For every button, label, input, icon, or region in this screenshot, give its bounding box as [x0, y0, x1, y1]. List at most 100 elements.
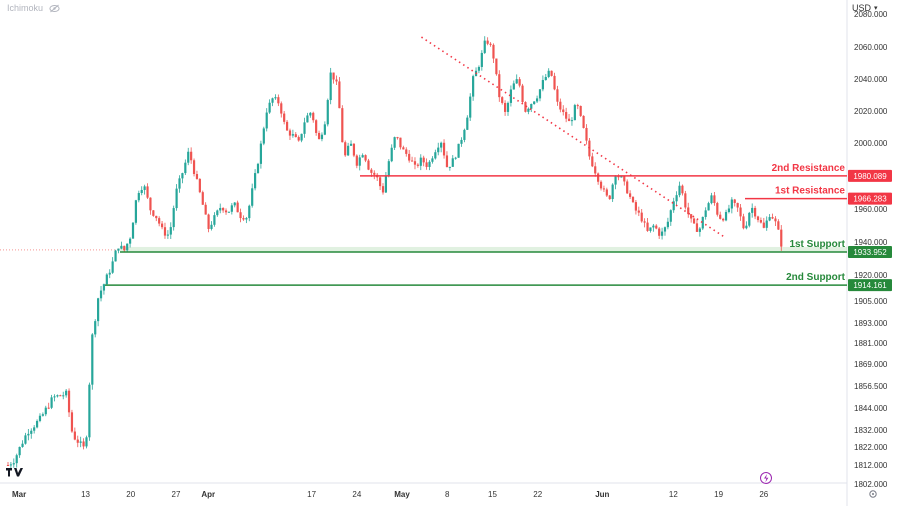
x-tick-label: 20	[126, 490, 135, 499]
candle-body	[451, 158, 454, 167]
candle-body	[579, 105, 582, 116]
candle-body	[251, 188, 254, 206]
candle-body	[230, 205, 233, 212]
level-name-label: 1st Support	[789, 239, 845, 250]
candle-body	[178, 178, 181, 189]
candle-body	[553, 75, 556, 90]
candle-body	[748, 212, 751, 226]
candle-body	[515, 79, 518, 84]
candle-body	[777, 221, 780, 230]
candle-body	[341, 108, 344, 143]
candle-body	[82, 441, 85, 447]
candle-body	[660, 231, 664, 236]
y-tick-label: 1822.000	[854, 443, 888, 452]
y-tick-label: 2060.000	[854, 43, 888, 52]
candle-body	[338, 81, 341, 109]
y-tick-label: 1881.000	[854, 339, 888, 348]
candle-body	[67, 390, 71, 413]
candle-body	[227, 211, 231, 213]
y-tick-label: 1844.000	[854, 404, 888, 413]
candle-body	[402, 147, 405, 150]
candle-body	[213, 215, 216, 225]
candle-body	[123, 245, 126, 251]
level-price-tag	[848, 169, 892, 182]
x-tick-label: 15	[488, 490, 497, 499]
candle-body	[565, 112, 568, 119]
candle-body	[24, 435, 27, 444]
level-name-label: 2nd Support	[786, 272, 846, 283]
candle-body	[495, 58, 498, 75]
candle-body	[283, 113, 286, 122]
candle-body	[195, 174, 199, 179]
candle-body	[692, 218, 696, 224]
candle-body	[594, 166, 597, 174]
candle-body	[480, 52, 483, 67]
y-tick-label: 1893.000	[854, 319, 888, 328]
candle-body	[454, 157, 457, 159]
candle-body	[102, 284, 106, 291]
candle-body	[541, 80, 544, 90]
y-tick-label: 1812.000	[854, 461, 888, 470]
candle-body	[408, 153, 411, 161]
candle-body	[155, 215, 158, 219]
y-tick-label: 2000.000	[854, 139, 888, 148]
candle-body	[762, 222, 765, 228]
candle-body	[486, 40, 489, 44]
candle-body	[503, 102, 507, 112]
candle-body	[756, 216, 760, 221]
candle-body	[53, 396, 56, 398]
candle-body	[262, 128, 265, 144]
candle-body	[158, 218, 161, 224]
candle-body	[291, 134, 294, 136]
support-zone	[120, 246, 847, 252]
gear-icon	[869, 490, 877, 498]
level-price-label: 1933.952	[853, 248, 887, 257]
candle-body	[149, 197, 152, 211]
candle-body	[73, 431, 76, 440]
level-price-tag	[848, 279, 892, 292]
candle-body	[15, 455, 18, 464]
candle-body	[509, 89, 513, 103]
indicator-label[interactable]: Ichimoku	[7, 3, 60, 13]
candle-body	[431, 158, 434, 162]
candle-body	[239, 212, 242, 219]
candle-body	[739, 207, 742, 217]
y-tick-label: 1940.000	[854, 238, 888, 247]
candle-body	[751, 207, 754, 213]
candle-body	[320, 134, 324, 140]
x-tick-label: 17	[307, 490, 316, 499]
candle-body	[207, 214, 210, 229]
candle-body	[143, 186, 146, 190]
candle-body	[277, 97, 280, 104]
candle-body	[355, 155, 358, 166]
candle-body	[713, 195, 716, 204]
candle-body	[768, 217, 771, 221]
candle-body	[105, 274, 108, 285]
candle-body	[381, 186, 385, 193]
level-price-tag	[848, 245, 892, 258]
candle-body	[695, 223, 699, 232]
candle-body	[33, 427, 36, 431]
y-tick-label: 1960.000	[854, 205, 888, 214]
candle-body	[335, 79, 338, 82]
currency-selector[interactable]: USD ▾	[852, 3, 878, 13]
candle-body	[245, 218, 248, 220]
candle-body	[416, 164, 419, 166]
candle-body	[463, 129, 466, 140]
eye-off-icon[interactable]	[49, 4, 60, 13]
candle-body	[12, 463, 15, 465]
candle-body	[672, 201, 675, 211]
candle-body	[576, 105, 579, 107]
candle-body	[634, 202, 638, 211]
candle-body	[774, 218, 777, 222]
candle-body	[222, 207, 225, 211]
candle-body	[617, 176, 620, 178]
level-price-label: 1966.283	[853, 195, 887, 204]
candle-body	[591, 156, 594, 167]
candle-body	[663, 227, 667, 232]
candle-body	[390, 147, 393, 162]
candle-body	[62, 395, 65, 397]
candle-body	[544, 76, 547, 81]
